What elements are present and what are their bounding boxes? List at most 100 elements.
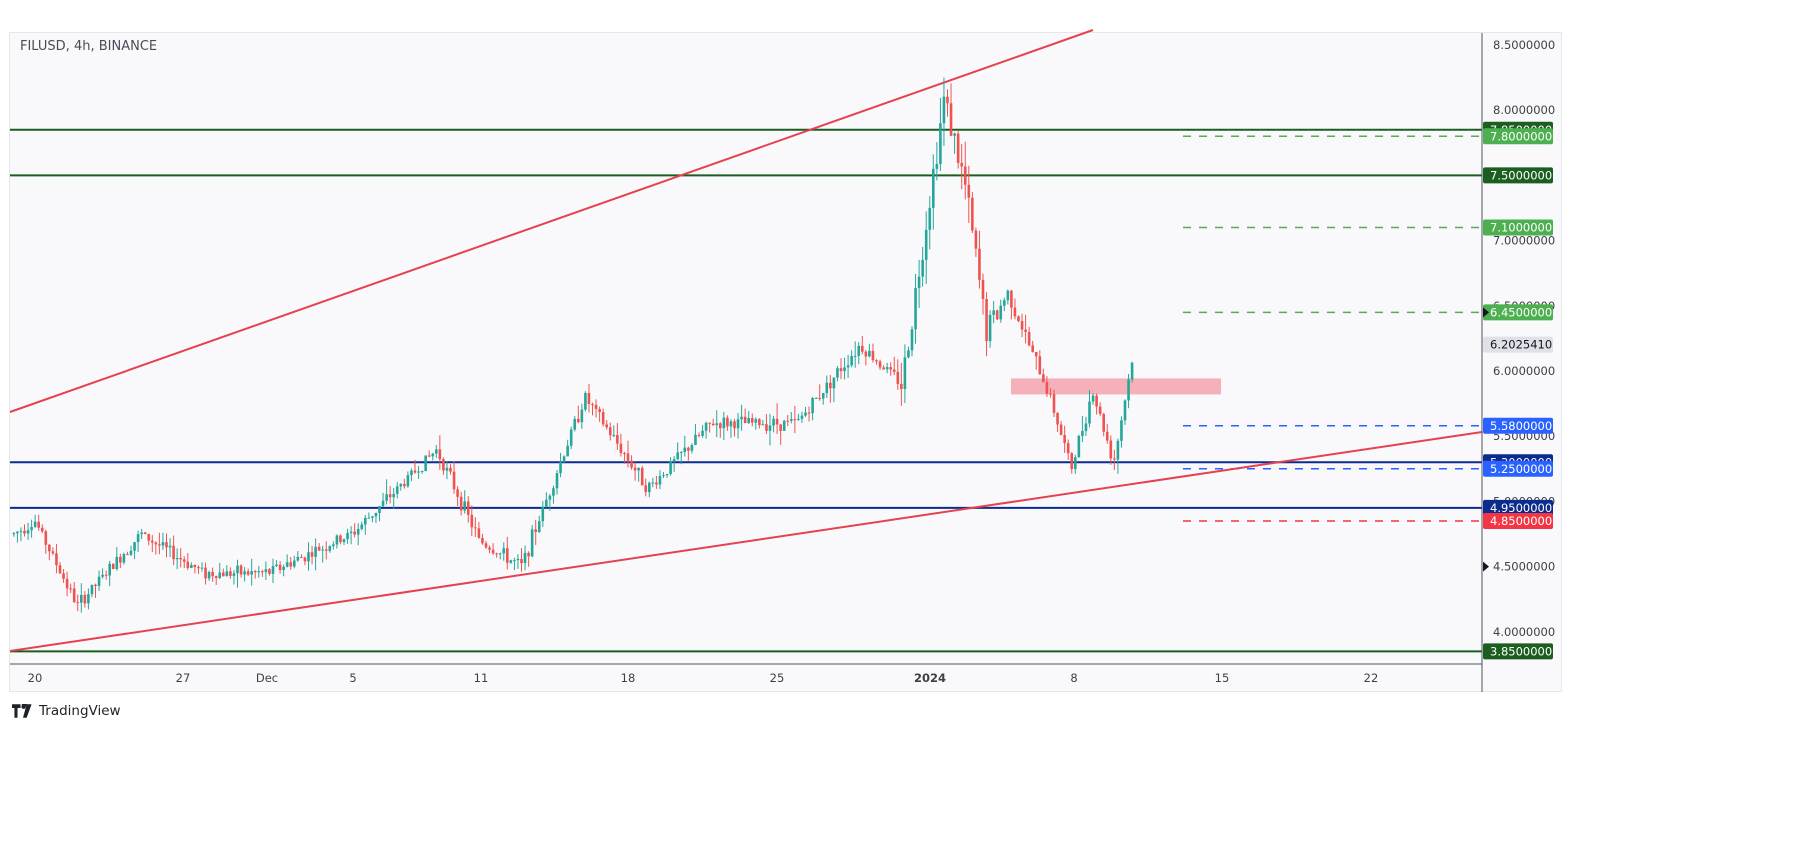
candle-body	[435, 449, 438, 454]
candle-body	[69, 588, 72, 590]
candle-body	[445, 467, 449, 471]
candle-body	[211, 571, 214, 577]
price-tag[interactable]	[1483, 643, 1553, 660]
candle-body	[679, 451, 683, 453]
candle-body	[200, 567, 204, 569]
price-tag[interactable]	[1483, 499, 1553, 516]
candle-body	[104, 574, 108, 576]
candle-body	[676, 452, 679, 460]
price-tag[interactable]	[1483, 336, 1553, 353]
candle-body	[939, 123, 942, 164]
candle-body	[1010, 290, 1013, 308]
candle-body	[875, 360, 878, 362]
candle-body	[637, 467, 640, 471]
candle-body	[477, 528, 481, 538]
price-tick-label: 4.0000000	[1493, 625, 1555, 639]
candle-body	[651, 482, 655, 484]
candle-body	[40, 527, 44, 532]
candle-body	[51, 551, 55, 554]
candle-body	[1034, 351, 1038, 357]
candle-body	[978, 248, 981, 280]
candle-body	[293, 560, 296, 567]
candle-body	[1127, 379, 1130, 401]
candle-body	[878, 361, 882, 368]
candle-body	[562, 456, 566, 462]
candle-body	[275, 564, 278, 567]
upper-trendline[interactable]	[9, 29, 1094, 413]
candle-body	[892, 369, 896, 372]
candle-body	[452, 471, 456, 490]
price-tag[interactable]	[1483, 512, 1553, 529]
candle-body	[697, 434, 701, 436]
candle-body	[1088, 401, 1091, 424]
candle-body	[871, 350, 875, 361]
candle-body	[413, 470, 417, 473]
candle-body	[12, 533, 16, 535]
price-axis[interactable]: 8.50000008.00000007.00000006.50000006.00…	[1481, 33, 1555, 692]
candle-body	[349, 531, 353, 533]
candle-body	[172, 545, 175, 560]
price-tag[interactable]	[1483, 304, 1553, 321]
supply-demand-zone[interactable]	[1011, 378, 1221, 395]
candle-body	[335, 535, 339, 545]
price-tag-label: 4.9500000	[1490, 501, 1552, 515]
tradingview-logo[interactable]: TradingView	[12, 703, 121, 719]
candle-body	[736, 419, 740, 429]
time-tick-label: 2024	[914, 671, 946, 685]
candle-body	[587, 392, 591, 404]
candle-body	[165, 542, 168, 548]
candle-body	[619, 443, 623, 454]
candle-body	[136, 534, 140, 543]
candle-body	[1102, 413, 1105, 432]
lower-trendline[interactable]	[9, 431, 1483, 652]
price-tag[interactable]	[1483, 167, 1553, 184]
candle-body	[701, 430, 704, 436]
candle-body	[1045, 382, 1049, 394]
price-tag[interactable]	[1483, 460, 1553, 477]
price-tag-label: 6.4500000	[1490, 305, 1552, 319]
candle-body	[371, 516, 374, 518]
candle-body	[332, 544, 335, 547]
time-tick-label: 20	[28, 671, 43, 685]
candle-body	[115, 556, 119, 570]
candle-body	[797, 418, 800, 420]
candle-body	[988, 314, 992, 342]
candle-body	[577, 418, 580, 423]
candle-body	[360, 524, 364, 529]
price-tag-label: 5.5800000	[1490, 419, 1552, 433]
candle-body	[516, 558, 520, 561]
candle-body	[591, 403, 594, 405]
price-tag[interactable]	[1483, 417, 1553, 434]
candle-body	[229, 571, 232, 576]
alert-marker-icon[interactable]	[1483, 561, 1489, 572]
candle-body	[1130, 362, 1134, 380]
candle-body	[147, 533, 151, 541]
candle-body	[790, 419, 793, 421]
candle-body	[672, 459, 676, 462]
candle-body	[300, 556, 303, 558]
alert-marker-icon[interactable]	[1483, 307, 1489, 318]
candle-body	[62, 573, 65, 579]
candle-body	[633, 467, 637, 471]
candle-body	[623, 453, 626, 455]
chart-title: FILUSD, 4h, BINANCE	[20, 39, 158, 54]
time-axis[interactable]: 20 27 Dec 5 11 18 25 2024 8 15 22	[10, 663, 1482, 685]
price-tag[interactable]	[1483, 219, 1553, 236]
candle-body	[616, 434, 619, 444]
candle-body	[612, 434, 616, 436]
candle-body	[456, 489, 459, 497]
candle-body	[1113, 458, 1116, 460]
candle-body	[250, 571, 253, 575]
plot-area[interactable]	[9, 29, 1483, 653]
candle-body	[403, 483, 406, 487]
candle-body	[733, 421, 736, 429]
price-tag[interactable]	[1483, 128, 1553, 145]
candle-body	[317, 546, 321, 551]
candle-body	[76, 602, 80, 604]
candle-body	[65, 578, 69, 589]
candle-body	[1006, 290, 1010, 301]
price-tag-label: 6.2025410	[1490, 338, 1552, 352]
candle-body	[328, 546, 332, 551]
candle-body	[491, 549, 495, 554]
